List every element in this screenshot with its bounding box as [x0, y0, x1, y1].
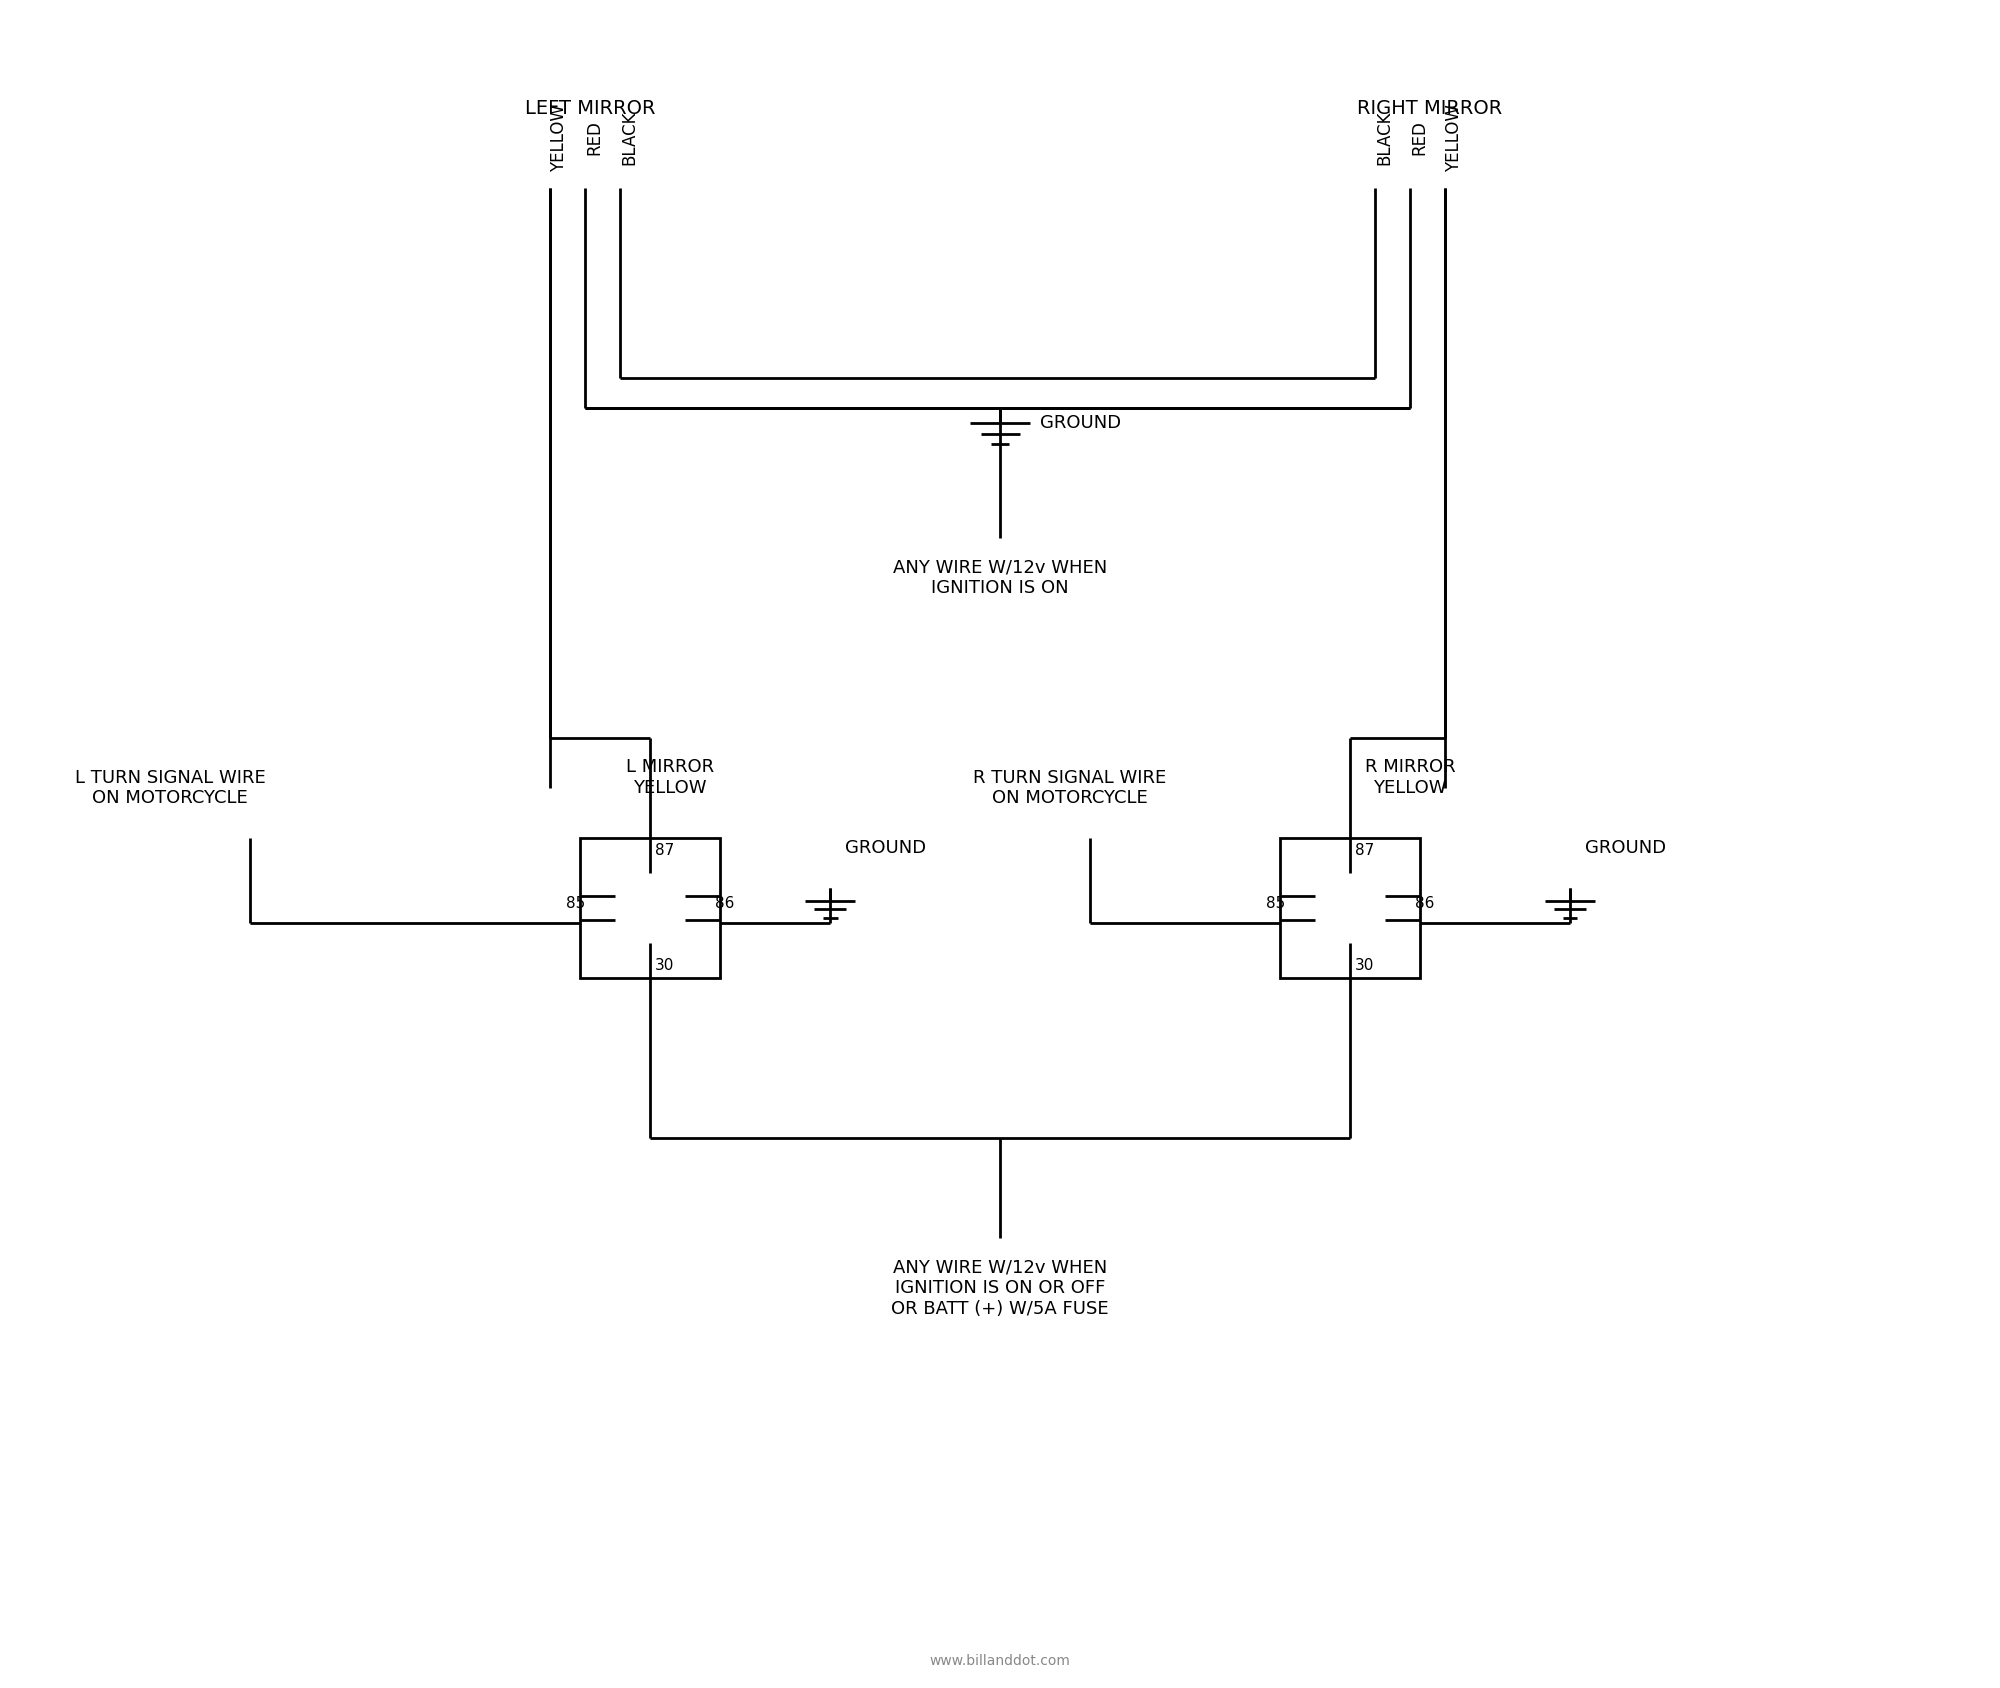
Text: www.billanddot.com: www.billanddot.com [930, 1654, 1070, 1668]
Text: 86: 86 [1414, 896, 1434, 910]
Text: R MIRROR
YELLOW: R MIRROR YELLOW [1364, 758, 1456, 797]
Bar [1280, 837, 1420, 977]
Text: RIGHT MIRROR: RIGHT MIRROR [1358, 100, 1502, 118]
Text: 30: 30 [1356, 959, 1374, 972]
Text: L MIRROR
YELLOW: L MIRROR YELLOW [626, 758, 714, 797]
Text: L TURN SIGNAL WIRE
ON MOTORCYCLE: L TURN SIGNAL WIRE ON MOTORCYCLE [74, 768, 266, 807]
Text: RED: RED [584, 120, 604, 155]
Text: 87: 87 [656, 842, 674, 858]
Text: GROUND: GROUND [1040, 414, 1122, 432]
Text: RED: RED [1410, 120, 1428, 155]
Text: LEFT MIRROR: LEFT MIRROR [524, 100, 656, 118]
Text: GROUND: GROUND [1584, 839, 1666, 858]
Text: 85: 85 [1266, 896, 1286, 910]
Text: YELLOW: YELLOW [550, 105, 568, 172]
Text: 87: 87 [1356, 842, 1374, 858]
Text: BLACK: BLACK [1376, 111, 1392, 165]
Text: R TURN SIGNAL WIRE
ON MOTORCYCLE: R TURN SIGNAL WIRE ON MOTORCYCLE [974, 768, 1166, 807]
Text: BLACK: BLACK [620, 111, 638, 165]
Text: 85: 85 [566, 896, 584, 910]
Text: YELLOW: YELLOW [1444, 105, 1464, 172]
Text: ANY WIRE W/12v WHEN
IGNITION IS ON: ANY WIRE W/12v WHEN IGNITION IS ON [892, 559, 1108, 598]
Text: ANY WIRE W/12v WHEN
IGNITION IS ON OR OFF
OR BATT (+) W/5A FUSE: ANY WIRE W/12v WHEN IGNITION IS ON OR OF… [892, 1258, 1108, 1318]
Bar [580, 837, 720, 977]
Text: 86: 86 [716, 896, 734, 910]
Text: GROUND: GROUND [846, 839, 926, 858]
Text: 30: 30 [656, 959, 674, 972]
